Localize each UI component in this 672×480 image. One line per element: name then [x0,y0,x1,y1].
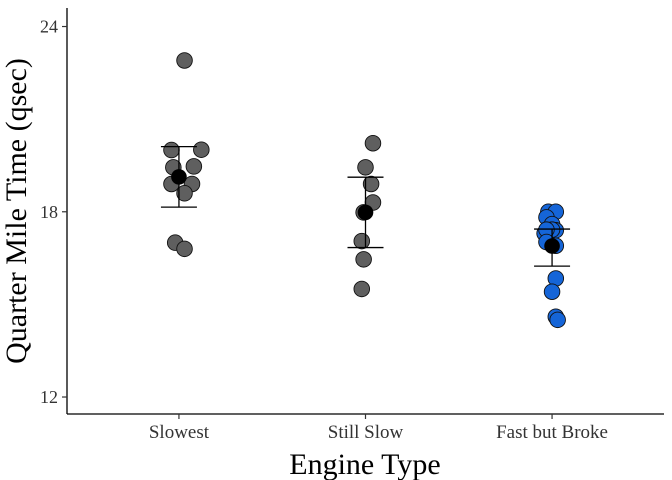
data-point [549,311,566,329]
data-point [176,184,193,202]
summary-1 [347,176,384,249]
series-points-1 [353,134,382,298]
x-axis-title: Engine Type [289,448,440,480]
data-point [353,232,371,250]
y-tick-label: 24 [40,17,58,37]
y-tick-label: 18 [40,202,58,222]
data-point [193,141,210,158]
data-point [176,240,193,258]
mean-point [544,238,560,254]
mean-point [357,204,374,221]
summary-2 [534,228,571,267]
data-point [176,52,193,69]
y-tick-label: 12 [40,387,58,407]
x-tick-label: Slowest [149,422,210,443]
data-point [357,159,374,176]
x-tick-label: Still Slow [328,422,404,443]
summary-0 [160,145,197,208]
x-axis-ticks: Slowest Still Slow Fast but Broke [149,414,608,443]
y-axis-ticks: 12 18 24 [40,17,67,407]
data-point [543,283,561,300]
mean-point [171,169,187,185]
data-point [364,134,382,152]
x-tick-label: Fast but Broke [496,422,608,443]
y-axis-title: Quarter Mile Time (qsec) [0,58,33,364]
series-points-0 [163,52,210,258]
data-point [185,158,203,175]
data-point [362,175,380,193]
data-point [353,280,371,298]
plot-area [160,52,571,329]
data-point [163,141,180,159]
data-point [355,251,372,268]
